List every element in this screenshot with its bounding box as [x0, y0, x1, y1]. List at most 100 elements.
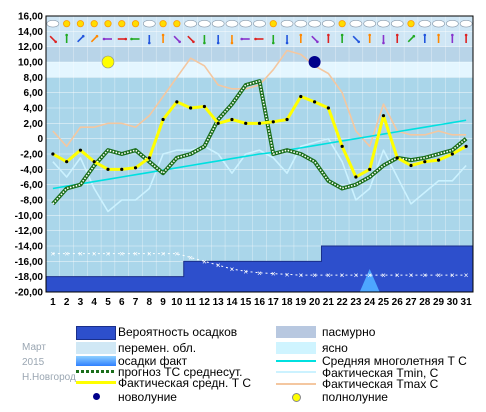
- wind-arrow-head-icon: [382, 41, 385, 45]
- wind-arrow-head-icon: [395, 33, 399, 37]
- snow-cover-point: ×: [119, 250, 124, 259]
- y-tick-label: 6,00: [24, 88, 44, 99]
- y-tick-label: -8,00: [20, 196, 43, 207]
- x-tick-label: 13: [213, 297, 225, 308]
- sun-icon: [159, 20, 167, 28]
- y-tick-label: -6,00: [20, 180, 43, 191]
- cloud-icon: [225, 19, 239, 28]
- wind-arrow-head-icon: [299, 33, 303, 37]
- x-tick-label: 18: [281, 297, 293, 308]
- fact-avg-point: [106, 167, 110, 171]
- wind-arrow-head-icon: [230, 41, 234, 45]
- wind-arrow-head-icon: [148, 41, 151, 45]
- x-tick-label: 23: [350, 297, 362, 308]
- snow-cover-point: ×: [271, 270, 276, 279]
- x-tick-label: 24: [364, 297, 376, 308]
- cloud-icon: [432, 19, 445, 28]
- wind-arrow-head-icon: [65, 33, 68, 37]
- x-tick-label: 15: [240, 297, 252, 308]
- snow-cover-point: ×: [464, 271, 469, 280]
- fact-avg-point: [285, 117, 289, 122]
- x-tick-label: 5: [105, 297, 111, 308]
- legend-swatch-full-moon: [292, 393, 301, 402]
- wind-arrow-head-icon: [203, 41, 206, 45]
- x-tick-label: 30: [447, 297, 459, 308]
- snow-cover-point: ×: [409, 271, 414, 280]
- x-tick-label: 20: [309, 297, 321, 308]
- sun-icon: [118, 20, 126, 28]
- snow-cover-point: ×: [161, 250, 166, 259]
- x-tick-label: 4: [91, 297, 97, 308]
- fact-avg-point: [340, 144, 344, 148]
- snow-cover-point: ×: [285, 270, 290, 279]
- avg-long-line: [52, 119, 467, 190]
- y-tick-label: -20,00: [15, 288, 44, 299]
- legend-swatch-precip-fact: [76, 356, 116, 366]
- cloud-icon: [418, 19, 432, 28]
- y-tick-label: -4,00: [20, 165, 43, 176]
- x-tick-label: 27: [405, 297, 417, 308]
- plot-frame: [45, 15, 474, 293]
- precip-fact-mark: [359, 269, 380, 292]
- legend-swatch-precip-prob: [76, 326, 116, 340]
- sun-icon: [269, 20, 277, 28]
- x-tick-label: 26: [392, 297, 404, 308]
- wind-arrow-head-icon: [95, 34, 99, 38]
- wind-arrow-head-icon: [368, 33, 371, 37]
- fact-avg-point: [436, 158, 441, 162]
- legend-label-full-moon: полнолуние: [322, 390, 388, 404]
- snow-cover-point: ×: [257, 269, 262, 278]
- legend-label-clear: ясно: [322, 341, 348, 355]
- snow-cover-point: ×: [92, 250, 97, 259]
- x-tick-label: 11: [185, 297, 196, 308]
- snow-cover-point: ×: [147, 250, 152, 259]
- x-tick-label: 31: [461, 297, 473, 308]
- legend-label-precip-fact: осадки факт: [118, 354, 188, 368]
- wind-arrow-head-icon: [357, 40, 361, 44]
- y-tick-label: -10,00: [15, 211, 44, 222]
- cloud-icon: [349, 19, 363, 28]
- city-label: Н.Новгород: [22, 372, 76, 383]
- legend-label-new-moon: новолуние: [118, 390, 177, 404]
- snow-cover-point: ×: [298, 271, 303, 280]
- fact-avg-point: [175, 100, 179, 104]
- x-tick-label: 1: [50, 297, 56, 308]
- y-tick-label: 2,00: [24, 119, 44, 130]
- wind-arrow-head-icon: [340, 33, 344, 37]
- legend-label-fact-avg: Фактическая средн. Т С: [118, 376, 252, 390]
- cloud-icon: [308, 19, 321, 28]
- fact-avg-point: [368, 167, 372, 171]
- fact-avg-point: [133, 166, 138, 170]
- wind-arrow-icon: [407, 35, 415, 43]
- sun-icon: [104, 20, 112, 28]
- fact-avg-point: [271, 120, 275, 124]
- legend-swatch-fact-tmax: [276, 383, 316, 385]
- legend-label-fact-tmax: Фактическая Tmax С: [322, 377, 439, 391]
- month-label: Март: [22, 342, 46, 353]
- wind-arrow-icon: [77, 35, 84, 43]
- cloud-icon: [294, 19, 308, 28]
- wind-arrow-icon: [311, 35, 318, 43]
- y-tick-label: -2,00: [20, 150, 43, 161]
- x-tick-label: 16: [254, 297, 266, 308]
- cloud-icon: [253, 19, 266, 28]
- axes: 16,00 14,00 12,00 10,00 8,00 6,00 4,00 2,00 0 -2,…: [15, 12, 474, 308]
- fact-avg-point: [244, 121, 248, 125]
- snow-cover-point: ×: [367, 271, 372, 280]
- cloud-icon: [46, 19, 60, 28]
- sun-icon: [76, 20, 85, 28]
- cloud-icon: [459, 19, 473, 28]
- legend-label-precip-prob: Вероятность осадков: [118, 325, 238, 339]
- wind-arrow-head-icon: [285, 41, 289, 45]
- snow-cover-point: ×: [381, 271, 386, 280]
- sun-icon: [173, 20, 181, 28]
- wind-arrow-head-icon: [216, 41, 220, 45]
- snow-cover-point: ×: [354, 271, 359, 280]
- wind-arrow-head-icon: [240, 37, 244, 41]
- fact-avg-point: [147, 156, 151, 160]
- wind-arrow-icon: [90, 35, 98, 43]
- fact-avg-point: [78, 148, 83, 152]
- x-tick-label: 9: [160, 297, 166, 308]
- fact-avg-point: [257, 121, 262, 125]
